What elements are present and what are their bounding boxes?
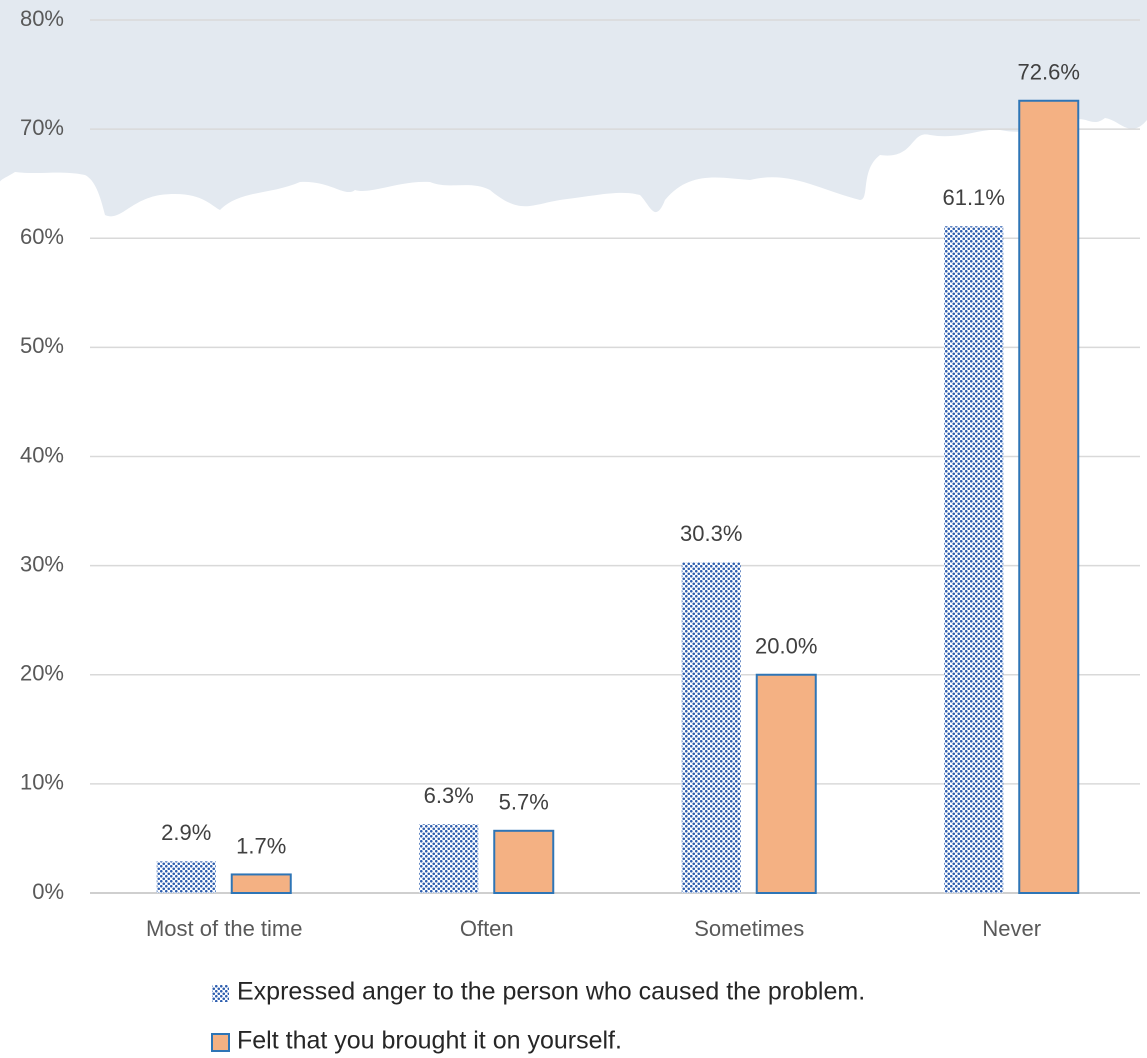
legend-marker: [212, 985, 229, 1002]
y-tick-label: 30%: [20, 551, 64, 576]
legend-marker: [211, 1033, 230, 1052]
y-tick-label: 50%: [20, 333, 64, 358]
x-tick-label: Most of the time: [146, 916, 303, 941]
value-label: 5.7%: [499, 790, 549, 815]
bar: [755, 673, 817, 894]
legend-label: Felt that you brought it on yourself.: [237, 1027, 622, 1055]
legend-label: Expressed anger to the person who caused…: [237, 978, 865, 1006]
bar: [230, 873, 292, 894]
value-label: 6.3%: [424, 783, 474, 808]
value-label: 72.6%: [1018, 60, 1080, 85]
background-shape: [0, 0, 1147, 217]
y-tick-label: 20%: [20, 661, 64, 686]
bar: [156, 861, 216, 893]
x-tick-label: Never: [982, 916, 1041, 941]
y-tick-label: 70%: [20, 115, 64, 140]
y-tick-label: 40%: [20, 442, 64, 467]
bar: [419, 824, 479, 893]
x-tick-label: Often: [460, 916, 514, 941]
value-label: 2.9%: [161, 820, 211, 845]
value-label: 30.3%: [680, 521, 742, 546]
x-tick-label: Sometimes: [694, 916, 804, 941]
value-label: 20.0%: [755, 634, 817, 659]
y-tick-label: 0%: [32, 879, 64, 904]
bar: [944, 226, 1004, 894]
value-label: 61.1%: [943, 185, 1005, 210]
bar: [681, 562, 741, 893]
bar: [1018, 99, 1080, 894]
y-tick-label: 60%: [20, 224, 64, 249]
y-tick-label: 10%: [20, 770, 64, 795]
value-label: 1.7%: [236, 833, 286, 858]
bar: [493, 829, 555, 895]
y-tick-label: 80%: [20, 6, 64, 31]
